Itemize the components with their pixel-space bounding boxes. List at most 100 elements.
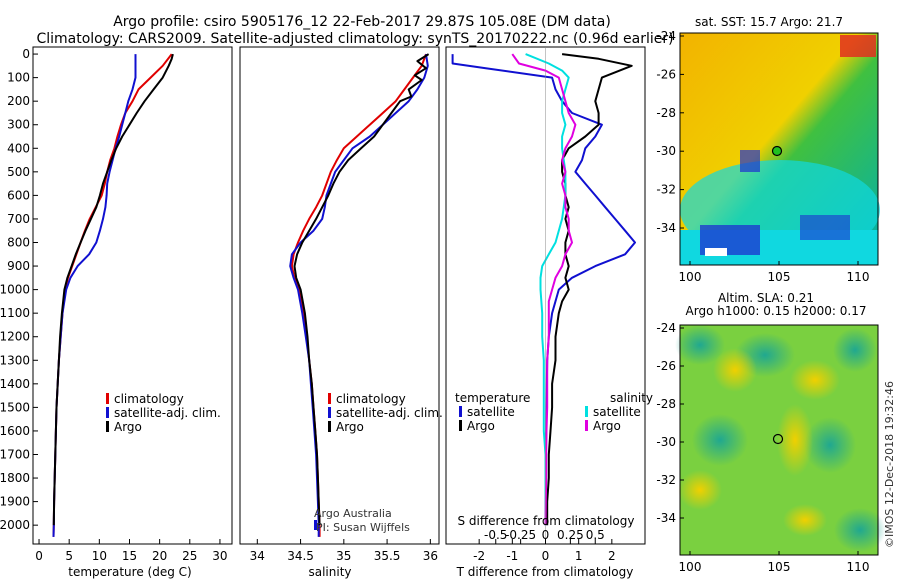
legend-label: satellite [593,405,641,419]
sst-missing-data [705,248,727,256]
map-y-tick-label: -34 [656,511,676,525]
depth-tick-label: 1400 [0,377,30,391]
legend-swatch-climatology [106,393,109,404]
sla-map-title-line1: Altim. SLA: 0.21 [718,291,814,305]
sla-map-axes: 100 105 110 -24 -26 -28 -30 -32 -34 [656,321,869,574]
sst-map-title: sat. SST: 15.7 Argo: 21.7 [695,15,843,29]
legend-label: climatology [114,392,184,406]
s-tick-label: 0.5 [586,528,605,542]
difference-legend: temperature satellite Argo salinity sate… [455,391,653,433]
t-difference-axis-label: T difference from climatology [456,565,634,579]
sla-map [675,324,886,556]
depth-tick-label: 1300 [0,353,30,367]
temperature-axis-label: temperature (deg C) [68,565,191,579]
sla-high-anomaly [783,504,827,536]
legend-label: Argo [336,420,364,434]
sla-low-anomaly [834,508,886,552]
depth-tick-label: 1200 [0,330,30,344]
legend-swatch-argo [328,421,331,432]
legend-swatch-t-argo [459,420,462,431]
salinity-plot-frame [239,46,440,545]
x-tick-label: 36 [423,549,438,563]
series-line-argo [52,53,174,526]
s-difference-axis-label: S difference from climatology [458,514,635,528]
sst-map [679,32,880,266]
depth-tick-label: 1500 [0,400,30,414]
legend-label: satellite-adj. clim. [336,406,443,420]
x-tick-label: 20 [152,549,167,563]
sla-low-anomaly [692,414,748,466]
map-x-tick-label: 105 [768,270,791,284]
series-line-argo [293,53,430,526]
depth-axis: 0 100 200 300 400 500 600 700 800 900 1000 1100 1200… [0,47,38,532]
map-y-tick-label: -26 [656,359,676,373]
depth-tick-label: 800 [7,236,30,250]
legend-swatch-climatology [328,393,331,404]
difference-chart: -2 -1 0 1 2 -0.5-0.25 0 0.25 0.5 [451,47,636,563]
x-tick-label: -2 [473,549,485,563]
imos-footer: ©IMOS 12-Dec-2018 19:32:46 [883,381,896,548]
legend-swatch-s-argo [585,420,588,431]
depth-tick-label: 900 [7,259,30,273]
salinity-chart: 34 34.5 35 35.5 36 [250,53,438,563]
map-x-tick-label: 100 [679,270,702,284]
legend-swatch-t-satellite [459,406,462,417]
legend-swatch-argo [106,421,109,432]
figure-title-line1: Argo profile: csiro 5905176_12 22-Feb-20… [113,14,611,30]
map-y-tick-label: -24 [656,29,676,43]
depth-tick-label: 1900 [0,495,30,509]
depth-tick-label: 300 [7,118,30,132]
series-line-s-argo [511,53,577,526]
x-tick-label: 35.5 [374,549,401,563]
depth-tick-label: 1700 [0,447,30,461]
map-y-tick-label: -30 [656,144,676,158]
s-tick-label: 0.25 [557,528,584,542]
depth-tick-label: 500 [7,165,30,179]
sla-high-anomaly [678,470,722,510]
map-y-tick-label: -30 [656,435,676,449]
map-x-tick-label: 110 [847,270,870,284]
credit-line1: Argo Australia [314,507,392,520]
sla-high-anomaly [713,348,757,392]
x-tick-label: 5 [65,549,73,563]
legend-label: satellite-adj. clim. [114,406,221,420]
legend-label: climatology [336,392,406,406]
x-tick-label: 34.5 [287,549,314,563]
x-tick-label: 10 [92,549,107,563]
legend-swatch-satellite [106,407,109,418]
depth-tick-label: 1100 [0,306,30,320]
sst-cloud-region [740,150,760,172]
x-tick-label: 0 [542,549,550,563]
x-tick-label: -1 [506,549,518,563]
legend-swatch-s-satellite [585,406,588,417]
depth-tick-label: 700 [7,212,30,226]
map-y-tick-label: -32 [656,183,676,197]
x-tick-label: 34 [250,549,265,563]
map-y-tick-label: -28 [656,397,676,411]
s-tick-label: -0.5 [484,528,507,542]
s-tick-label: 0 [542,528,550,542]
sla-high-anomaly [777,404,813,476]
depth-tick-label: 200 [7,94,30,108]
sla-low-anomaly [833,328,877,372]
depth-tick-label: 1000 [0,283,30,297]
sla-low-anomaly [804,417,856,473]
legend-title-salinity: salinity [610,391,653,405]
figure-title-line2: Climatology: CARS2009. Satellite-adjuste… [36,31,673,47]
depth-tick-label: 2000 [0,518,30,532]
credit-marker [314,520,317,530]
map-x-tick-label: 105 [768,560,791,574]
x-tick-label: 35 [336,549,351,563]
map-y-tick-label: -26 [656,67,676,81]
legend-label: Argo [467,419,495,433]
map-x-tick-label: 100 [679,560,702,574]
depth-tick-label: 600 [7,188,30,202]
depth-tick-label: 0 [22,47,30,61]
map-y-tick-label: -28 [656,106,676,120]
x-tick-label: 30 [212,549,227,563]
legend-label: satellite [467,405,515,419]
sst-warm-region [840,35,876,57]
x-tick-label: 25 [182,549,197,563]
depth-tick-label: 400 [7,141,30,155]
depth-tick-label: 1600 [0,424,30,438]
